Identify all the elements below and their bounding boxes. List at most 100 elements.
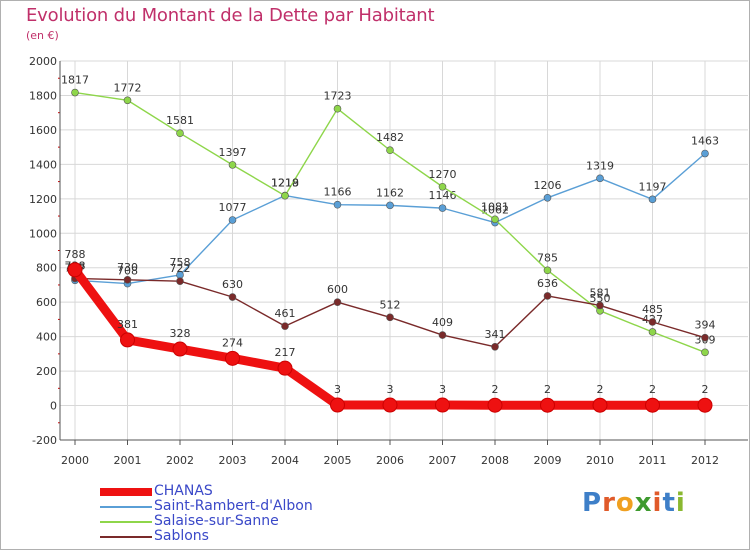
data-label-saint-rambert-d-albon: 1197 xyxy=(639,180,667,193)
legend-item-salaise-sur-sanne: Salaise-sur-Sanne xyxy=(100,513,360,529)
x-tick-label: 2003 xyxy=(219,454,247,467)
data-label-sablons: 461 xyxy=(275,307,296,320)
data-point-salaise-sur-sanne xyxy=(543,266,552,275)
data-label-sablons: 512 xyxy=(380,298,401,311)
data-point-chanas xyxy=(697,397,713,413)
y-tick-label: 1200 xyxy=(29,193,57,206)
legend-label: Saint-Rambert-d'Albon xyxy=(154,498,313,514)
data-label-chanas: 3 xyxy=(334,383,341,396)
logo-letter: o xyxy=(615,488,635,518)
grid xyxy=(60,60,748,441)
legend-swatch xyxy=(100,536,152,538)
x-tick-label: 2012 xyxy=(691,454,719,467)
data-label-saint-rambert-d-albon: 1077 xyxy=(219,201,247,214)
data-label-chanas: 2 xyxy=(649,383,656,396)
proxiti-logo: Proxiti xyxy=(582,488,686,518)
data-point-salaise-sur-sanne xyxy=(701,348,709,357)
data-label-chanas: 2 xyxy=(544,383,551,396)
y-tick-label: 1400 xyxy=(29,158,57,171)
data-point-sablons xyxy=(596,301,604,310)
data-point-sablons xyxy=(491,343,499,351)
data-label-saint-rambert-d-albon: 758 xyxy=(170,256,191,269)
data-label-salaise-sur-sanne: 1270 xyxy=(429,168,457,181)
data-point-salaise-sur-sanne xyxy=(71,88,79,97)
x-tick-label: 2006 xyxy=(376,454,404,467)
data-point-salaise-sur-sanne xyxy=(648,328,657,336)
data-point-sablons xyxy=(176,277,184,285)
data-point-chanas xyxy=(435,397,450,413)
data-label-saint-rambert-d-albon: 1219 xyxy=(271,177,299,190)
data-point-salaise-sur-sanne xyxy=(386,146,394,155)
data-point-sablons xyxy=(228,293,237,301)
data-point-chanas xyxy=(172,341,188,357)
data-label-salaise-sur-sanne: 1081 xyxy=(481,200,509,213)
data-label-chanas: 3 xyxy=(439,383,446,396)
data-point-sablons xyxy=(281,322,289,330)
data-point-chanas xyxy=(645,397,660,413)
data-point-saint-rambert-d-albon xyxy=(596,174,604,183)
data-label-sablons: 581 xyxy=(590,286,611,299)
legend-swatch xyxy=(100,506,152,508)
data-label-chanas: 3 xyxy=(387,383,394,396)
x-tick-label: 2007 xyxy=(429,454,457,467)
y-tick-label: 1600 xyxy=(29,124,57,137)
x-tick-label: 2004 xyxy=(271,454,299,467)
y-tick-label: 200 xyxy=(36,365,57,378)
y-tick-label: 1800 xyxy=(29,89,57,102)
data-label-chanas: 217 xyxy=(275,346,296,359)
x-tick-label: 2002 xyxy=(166,454,194,467)
data-point-salaise-sur-sanne xyxy=(281,191,289,200)
data-point-salaise-sur-sanne xyxy=(123,96,132,105)
logo-letter: t xyxy=(662,488,676,518)
data-label-saint-rambert-d-albon: 1062 xyxy=(481,204,509,217)
logo-letter: x xyxy=(634,488,653,518)
data-point-chanas xyxy=(67,262,83,278)
data-point-salaise-sur-sanne xyxy=(228,161,237,169)
chart-subtitle: (en €) xyxy=(26,29,59,42)
data-label-chanas: 328 xyxy=(170,327,191,340)
data-label-sablons: 730 xyxy=(117,261,138,274)
data-label-sablons: 485 xyxy=(642,303,663,316)
y-tick-label: -200 xyxy=(32,434,57,447)
data-label-salaise-sur-sanne: 1218 xyxy=(271,177,299,190)
legend-label: Sablons xyxy=(154,528,209,544)
data-label-sablons: 409 xyxy=(432,316,453,329)
legend-item-chanas: CHANAS xyxy=(100,483,360,499)
data-label-saint-rambert-d-albon: 1146 xyxy=(429,189,457,202)
data-point-saint-rambert-d-albon xyxy=(438,204,447,212)
data-label-chanas: 2 xyxy=(597,383,604,396)
y-tick-label: 800 xyxy=(36,262,57,275)
data-label-saint-rambert-d-albon: 1206 xyxy=(534,179,562,192)
data-label-saint-rambert-d-albon: 1319 xyxy=(586,159,614,172)
data-point-sablons xyxy=(333,298,342,306)
data-label-chanas: 2 xyxy=(702,383,709,396)
data-point-saint-rambert-d-albon xyxy=(648,195,657,204)
data-point-sablons xyxy=(701,333,709,342)
data-point-chanas xyxy=(540,397,555,413)
data-point-salaise-sur-sanne xyxy=(176,129,184,137)
data-point-saint-rambert-d-albon xyxy=(386,201,394,210)
x-tick-label: 2009 xyxy=(534,454,562,467)
x-tick-label: 2008 xyxy=(481,454,509,467)
data-label-chanas: 381 xyxy=(117,318,138,331)
data-label-saint-rambert-d-albon: 1166 xyxy=(324,186,352,199)
y-tick-label: 2000 xyxy=(29,55,57,68)
data-point-saint-rambert-d-albon xyxy=(333,200,342,209)
legend-item-saint-rambert-d-albon: Saint-Rambert-d'Albon xyxy=(100,498,360,514)
data-point-sablons xyxy=(438,331,447,339)
data-label-chanas: 274 xyxy=(222,336,243,349)
data-label-sablons: 636 xyxy=(537,277,558,290)
data-point-salaise-sur-sanne xyxy=(438,182,447,191)
data-point-chanas xyxy=(330,397,345,413)
data-label-sablons: 630 xyxy=(222,278,243,291)
data-point-saint-rambert-d-albon xyxy=(228,216,237,224)
x-tick-label: 2001 xyxy=(114,454,142,467)
x-tick-label: 2000 xyxy=(61,454,89,467)
legend-label: CHANAS xyxy=(154,483,213,499)
data-point-chanas xyxy=(225,350,240,366)
data-label-sablons: 341 xyxy=(485,328,506,341)
data-label-chanas: 2 xyxy=(492,383,499,396)
data-point-saint-rambert-d-albon xyxy=(543,193,552,202)
